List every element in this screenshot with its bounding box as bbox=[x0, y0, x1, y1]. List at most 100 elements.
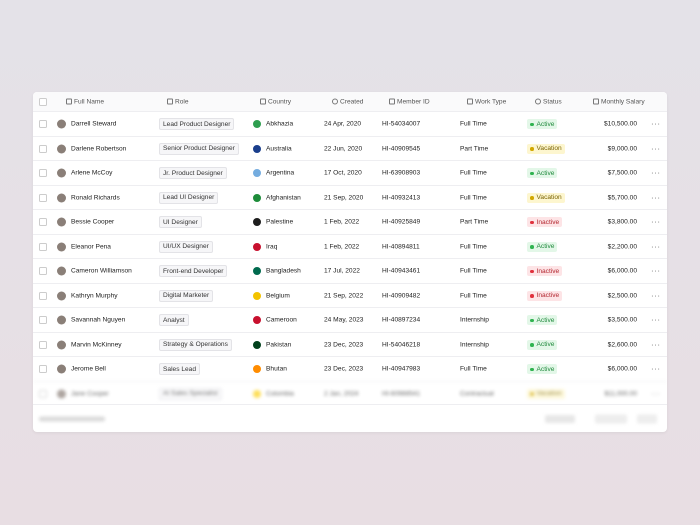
work-type: Full Time bbox=[460, 267, 487, 275]
status-dot bbox=[530, 294, 534, 298]
row-menu[interactable]: ··· bbox=[651, 266, 661, 276]
row-checkbox[interactable] bbox=[39, 340, 47, 349]
row-checkbox[interactable] bbox=[39, 365, 47, 374]
row-checkbox[interactable] bbox=[39, 218, 47, 227]
header-icon bbox=[467, 98, 473, 105]
status-pill: Vacation bbox=[527, 192, 565, 203]
work-type: Internship bbox=[460, 341, 489, 349]
status-label: Active bbox=[536, 365, 555, 373]
created: 23 Dec, 2023 bbox=[324, 341, 364, 349]
row-checkbox[interactable] bbox=[39, 291, 47, 300]
table-row: Bessie Cooper UI Designer Palestine 1 Feb, … bbox=[33, 209, 667, 235]
row-menu[interactable]: ··· bbox=[651, 119, 661, 129]
full-name: Kathryn Murphy bbox=[71, 292, 118, 300]
full-name: Cameron Williamson bbox=[71, 267, 132, 275]
header-role: Role bbox=[167, 98, 189, 105]
page-size[interactable] bbox=[545, 415, 575, 423]
role-chip: Digital Marketer bbox=[159, 289, 214, 302]
work-type: Contractual bbox=[460, 390, 494, 398]
member-id: HI-40897234 bbox=[382, 316, 421, 324]
country: Afghanistan bbox=[266, 194, 301, 202]
status-pill: Inactive bbox=[527, 290, 563, 301]
member-id: HI-54034007 bbox=[382, 120, 421, 128]
row-menu[interactable]: ··· bbox=[651, 193, 661, 203]
row-menu[interactable]: ··· bbox=[651, 315, 661, 325]
row-menu[interactable]: ··· bbox=[651, 364, 661, 374]
status-pill: Inactive bbox=[527, 266, 563, 277]
table-row: Darrell Steward Lead Product Designer Abkh… bbox=[33, 111, 667, 137]
flag bbox=[253, 316, 261, 325]
row-checkbox[interactable] bbox=[39, 242, 47, 251]
row-checkbox[interactable] bbox=[39, 193, 47, 202]
status-pill: Inactive bbox=[527, 217, 563, 228]
status-pill: Active bbox=[527, 315, 558, 326]
country: Cameroon bbox=[266, 316, 297, 324]
role-chip: Front-end Developer bbox=[159, 265, 228, 278]
created: 24 Apr, 2020 bbox=[324, 120, 362, 128]
work-type: Full Time bbox=[460, 365, 487, 373]
status-pill: Active bbox=[527, 241, 558, 252]
avatar bbox=[57, 389, 66, 399]
header-work-type: Work Type bbox=[467, 98, 506, 105]
header-label: Country bbox=[268, 98, 292, 105]
avatar bbox=[57, 266, 66, 276]
full-name: Eleanor Pena bbox=[71, 243, 111, 251]
country: Colombia bbox=[266, 390, 294, 398]
role-chip: Lead Product Designer bbox=[159, 118, 235, 131]
flag bbox=[253, 120, 261, 129]
full-name: Darrell Steward bbox=[71, 120, 117, 128]
next-button[interactable] bbox=[637, 414, 657, 424]
created: 1 Feb, 2022 bbox=[324, 218, 360, 226]
status-dot bbox=[530, 196, 534, 200]
header-icon bbox=[389, 98, 395, 105]
row-menu[interactable]: ··· bbox=[651, 217, 661, 227]
status-label: Inactive bbox=[536, 267, 560, 275]
row-menu[interactable]: ··· bbox=[651, 168, 661, 178]
header-created: Created bbox=[332, 98, 363, 105]
row-checkbox[interactable] bbox=[39, 316, 47, 325]
row-checkbox[interactable] bbox=[39, 389, 47, 398]
header-icon bbox=[593, 98, 599, 105]
flag bbox=[253, 193, 261, 202]
row-checkbox[interactable] bbox=[39, 267, 47, 276]
row-checkbox[interactable] bbox=[39, 144, 47, 153]
row-checkbox[interactable] bbox=[39, 120, 47, 129]
flag bbox=[253, 242, 261, 251]
role-chip: Jr. Product Designer bbox=[159, 167, 227, 180]
role-chip: Sales Lead bbox=[159, 363, 200, 376]
country: Pakistan bbox=[266, 341, 292, 349]
header-label: Created bbox=[340, 98, 364, 105]
role-chip: Senior Product Designer bbox=[159, 142, 239, 155]
salary: $3,500.00 bbox=[607, 316, 637, 324]
header-icon bbox=[332, 98, 338, 105]
header-country: Country bbox=[260, 98, 291, 105]
status-dot bbox=[530, 392, 534, 396]
salary: $6,000.00 bbox=[607, 365, 637, 373]
role-chip: AI Sales Specialist bbox=[159, 387, 222, 400]
select-all-checkbox[interactable] bbox=[39, 97, 47, 106]
member-id: HI-40932413 bbox=[382, 194, 421, 202]
table-row: Ronald Richards Lead UI Designer Afghanist… bbox=[33, 184, 667, 211]
row-menu[interactable]: ··· bbox=[651, 389, 661, 399]
role-chip: Lead UI Designer bbox=[159, 191, 219, 204]
created: 21 Sep, 2022 bbox=[324, 292, 364, 300]
row-checkbox[interactable] bbox=[39, 169, 47, 178]
flag bbox=[253, 144, 261, 153]
header-name: Full Name bbox=[66, 98, 104, 105]
created: 1 Feb, 2022 bbox=[324, 243, 360, 251]
row-menu[interactable]: ··· bbox=[651, 340, 661, 350]
flag bbox=[253, 267, 261, 276]
full-name: Bessie Cooper bbox=[71, 218, 115, 226]
header-label: Monthly Salary bbox=[601, 98, 645, 105]
prev-button[interactable] bbox=[595, 414, 627, 424]
status-dot bbox=[530, 367, 534, 371]
avatar bbox=[57, 193, 66, 203]
full-name: Darlene Robertson bbox=[71, 145, 127, 153]
status-dot bbox=[530, 147, 534, 151]
row-menu[interactable]: ··· bbox=[651, 291, 661, 301]
status-label: Active bbox=[536, 243, 555, 251]
header-icon bbox=[260, 98, 266, 105]
work-type: Full Time bbox=[460, 194, 487, 202]
row-menu[interactable]: ··· bbox=[651, 242, 661, 252]
row-menu[interactable]: ··· bbox=[651, 144, 661, 154]
